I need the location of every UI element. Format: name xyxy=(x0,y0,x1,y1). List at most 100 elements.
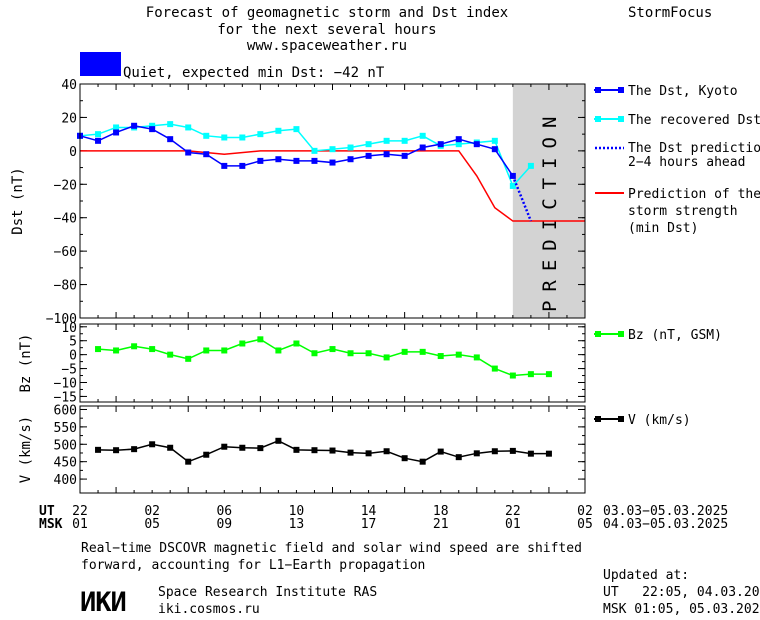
point-bz xyxy=(275,347,282,354)
point-v xyxy=(239,444,246,451)
point-kyoto xyxy=(293,157,300,164)
point-bz xyxy=(473,354,480,361)
point-kyoto xyxy=(113,129,120,136)
series-line-v xyxy=(98,439,549,463)
point-kyoto xyxy=(311,157,318,164)
series-line-recovered xyxy=(79,123,532,188)
ut-tick-label: 22 xyxy=(72,504,88,519)
v-panel: 600 550 500 450 400 V (km/s) xyxy=(18,403,586,494)
point-v xyxy=(257,445,264,452)
time-axis: UT MSK 22010205060910131417182122010205 … xyxy=(39,504,728,532)
point-v xyxy=(365,450,372,457)
point-bz xyxy=(455,351,462,358)
point-kyoto xyxy=(131,122,138,129)
point-bz xyxy=(293,340,300,347)
point-bz xyxy=(383,354,390,361)
series-prediction xyxy=(511,175,533,222)
point-recovered xyxy=(167,121,174,128)
legend-dst-prediction-line-2: 2−4 hours ahead xyxy=(628,155,745,170)
msk-tick-label: 17 xyxy=(361,517,377,532)
ut-date-range: 03.03−05.03.2025 xyxy=(603,504,728,519)
y-tick-label: 600 xyxy=(54,403,77,418)
iki-logo: ИКИ xyxy=(80,587,126,618)
series-recovered xyxy=(77,121,534,189)
ut-tick-label: 18 xyxy=(433,504,449,519)
point-recovered xyxy=(347,144,354,151)
point-kyoto xyxy=(275,156,282,163)
point-v xyxy=(95,446,102,453)
point-recovered xyxy=(401,137,408,144)
point-recovered xyxy=(293,126,300,133)
updated-msk: MSK 01:05, 05.03.2025 xyxy=(603,602,760,617)
point-kyoto xyxy=(257,157,264,164)
point-recovered xyxy=(329,146,336,153)
legend-marker-bz xyxy=(595,331,601,337)
point-kyoto xyxy=(167,136,174,143)
point-bz xyxy=(239,340,246,347)
y-tick-label: 5 xyxy=(69,335,77,350)
legend-dst-recovered: The recovered Dst xyxy=(628,113,760,128)
dst-panel-frame xyxy=(79,83,586,319)
point-v xyxy=(437,448,444,455)
y-tick-label: −10 xyxy=(54,377,77,392)
point-v xyxy=(527,450,534,457)
point-v xyxy=(401,455,408,462)
point-kyoto xyxy=(455,136,462,143)
point-v xyxy=(455,454,462,461)
bz-panel-frame xyxy=(79,323,586,403)
dst-axis: 40 20 0 −20 −40 −60 −80 −100 xyxy=(46,78,586,327)
legend-v: V (km/s) xyxy=(628,413,691,428)
point-bz xyxy=(329,346,336,353)
legend-dst-prediction-line-1: The Dst prediction xyxy=(628,141,760,156)
point-kyoto xyxy=(185,149,192,156)
point-bz xyxy=(95,346,102,353)
point-v xyxy=(203,451,210,458)
msk-tick-label: 01 xyxy=(505,517,521,532)
brand-label: StormFocus xyxy=(628,5,712,21)
legend-storm-line-2: storm strength xyxy=(628,204,738,219)
point-v xyxy=(311,447,318,454)
legend-marker-v-end xyxy=(618,416,624,422)
legend-dst-kyoto: The Dst, Kyoto xyxy=(628,84,738,99)
msk-tick-label: 05 xyxy=(577,517,593,532)
point-bz xyxy=(527,371,534,378)
status-text: Quiet, expected min Dst: −42 nT xyxy=(123,65,385,81)
point-kyoto xyxy=(365,152,372,159)
point-bz xyxy=(491,365,498,372)
point-v xyxy=(383,448,390,455)
point-recovered xyxy=(311,147,318,154)
point-bz xyxy=(167,351,174,358)
y-tick-label: 0 xyxy=(69,349,77,364)
ut-tick-label: 06 xyxy=(216,504,232,519)
series-bz xyxy=(95,336,552,379)
point-recovered xyxy=(527,162,534,169)
point-v xyxy=(293,446,300,453)
point-bz xyxy=(311,350,318,357)
footer-note-line-2: forward, accounting for L1−Earth propaga… xyxy=(81,558,425,573)
point-recovered xyxy=(275,127,282,134)
chart-title-line-2: for the next several hours xyxy=(217,22,436,38)
legend-bz: Bz (nT, GSM) xyxy=(628,328,722,343)
dst-panel: PREDICTION 40 20 0 −20 −40 −60 −80 −100 Dst (nT… xyxy=(10,78,586,327)
prediction-band xyxy=(512,84,585,318)
point-recovered xyxy=(185,124,192,131)
point-v xyxy=(131,446,138,453)
msk-axis-label: MSK xyxy=(39,517,63,532)
point-kyoto xyxy=(329,159,336,166)
y-tick-label: 20 xyxy=(61,111,77,126)
point-bz xyxy=(185,355,192,362)
y-tick-label: −100 xyxy=(46,312,77,327)
point-recovered xyxy=(509,182,516,189)
point-kyoto xyxy=(347,156,354,163)
point-bz xyxy=(149,346,156,353)
point-bz xyxy=(131,343,138,350)
point-recovered xyxy=(95,131,102,138)
point-v xyxy=(329,447,336,454)
point-v xyxy=(509,447,516,454)
series-line-bz xyxy=(97,338,549,377)
ut-tick-label: 02 xyxy=(577,504,593,519)
point-kyoto xyxy=(239,162,246,169)
point-v xyxy=(275,437,282,444)
y-tick-label: −5 xyxy=(61,363,77,378)
